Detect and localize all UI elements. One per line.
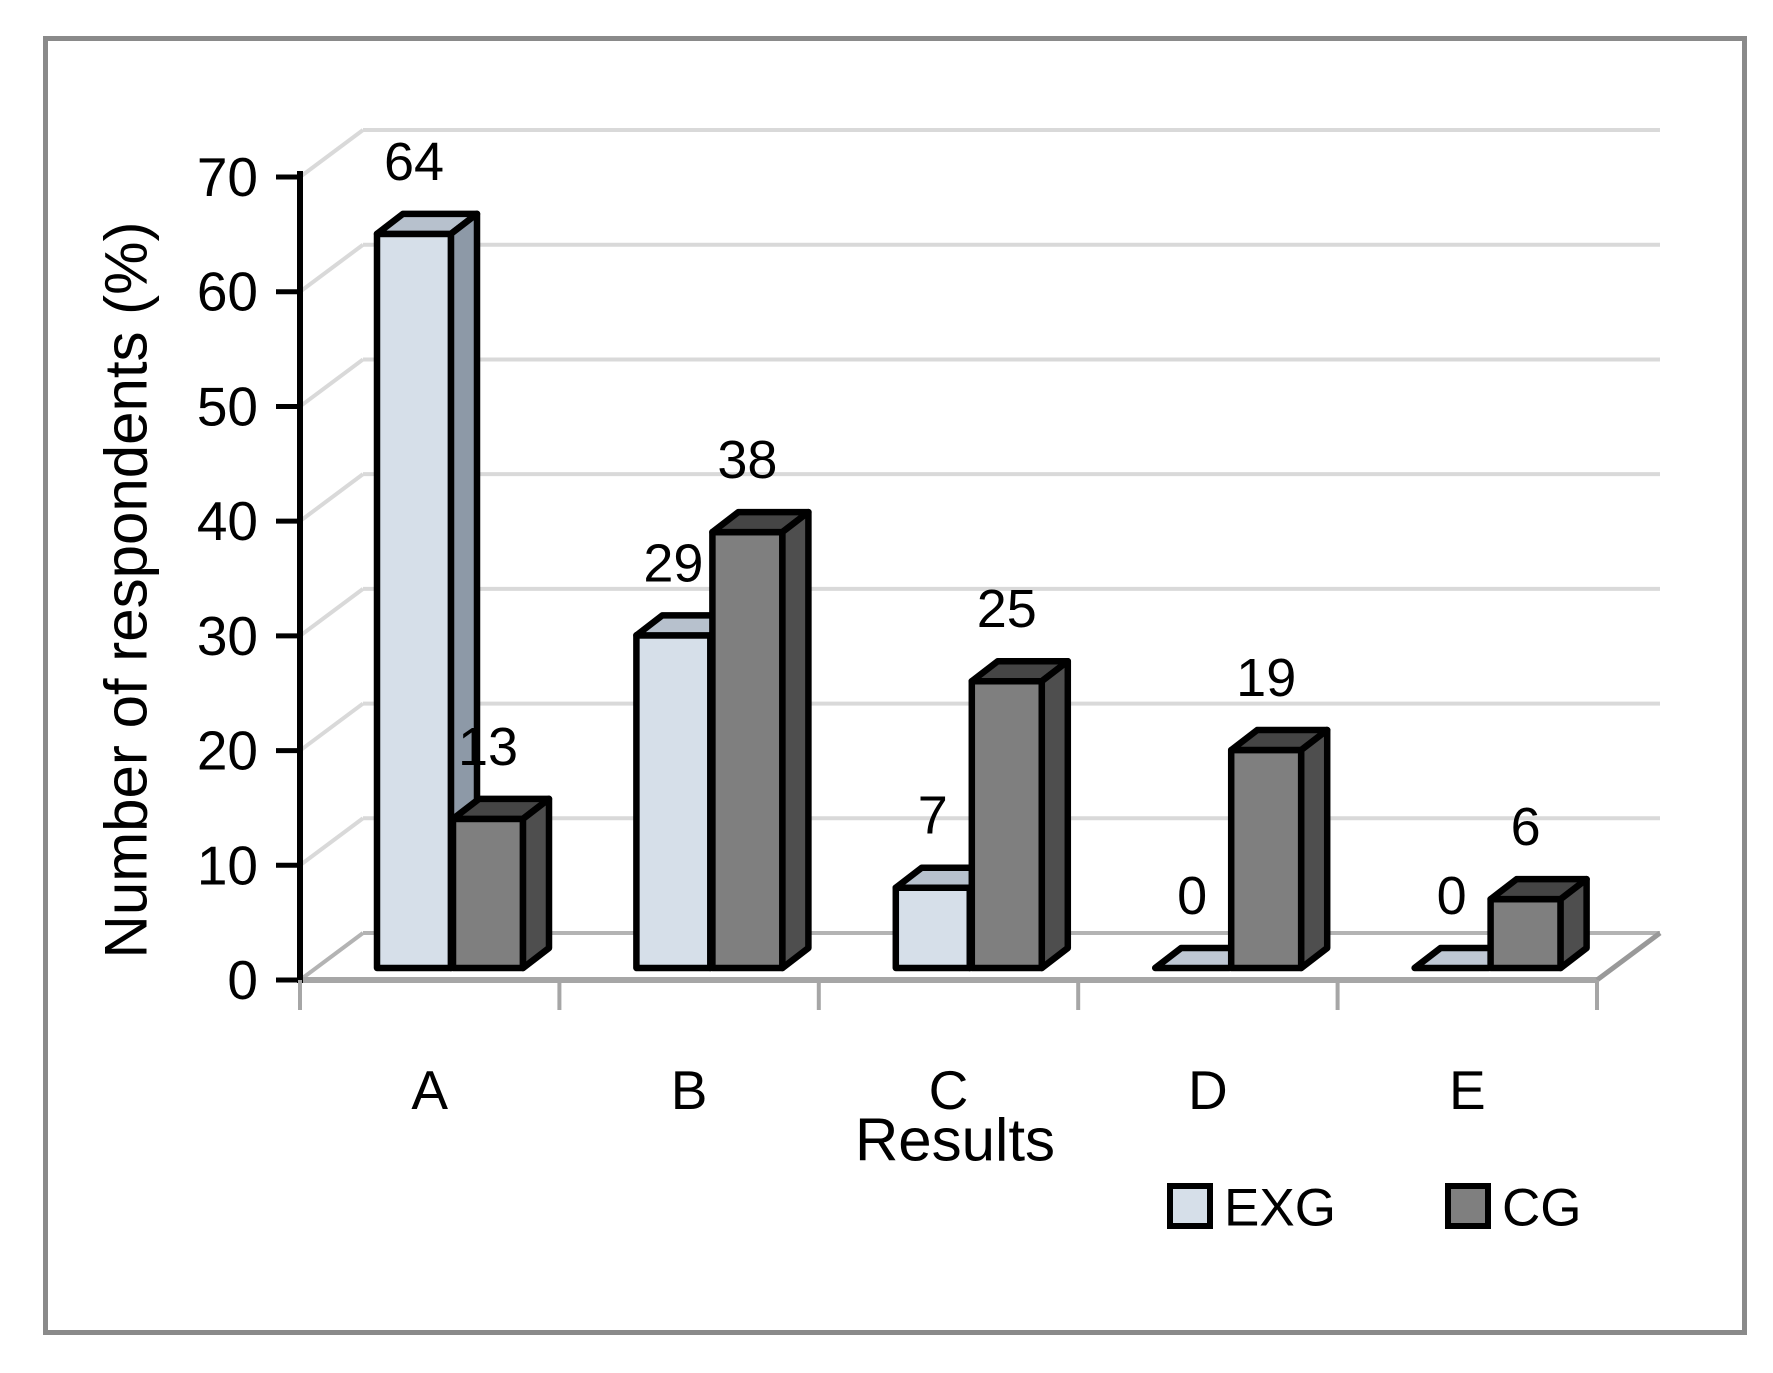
- floor-right-edge: [1595, 930, 1662, 983]
- legend-swatch-exg: [1167, 1183, 1213, 1229]
- bar-cg-c-side: [1038, 657, 1072, 972]
- y-tick-label: 60: [197, 261, 258, 323]
- bar-cg-e: [1487, 895, 1564, 972]
- bar-cg-d: [1227, 746, 1305, 972]
- gridline-diagonal: [298, 587, 365, 638]
- bar-cg-d-side: [1297, 726, 1331, 972]
- bar-cg-e-side: [1557, 875, 1590, 972]
- y-tick-label: 40: [197, 490, 258, 552]
- gridline-diagonal: [298, 931, 365, 982]
- data-label: 38: [717, 430, 777, 490]
- y-tick-label: 10: [197, 834, 258, 896]
- data-label: 19: [1236, 648, 1296, 708]
- y-tick-label: 50: [197, 375, 258, 437]
- category-label: C: [929, 1059, 969, 1121]
- bar-cg-b: [709, 528, 786, 972]
- data-label: 0: [1437, 866, 1467, 926]
- bar-exg-c: [892, 884, 974, 972]
- y-tick-label: 70: [197, 146, 258, 208]
- data-label: 7: [918, 786, 948, 846]
- category-label: A: [411, 1059, 448, 1121]
- bar-cg-a-side: [519, 795, 553, 972]
- data-label: 13: [458, 717, 518, 777]
- category-label: B: [671, 1059, 708, 1121]
- y-tick-label: 20: [197, 720, 258, 782]
- gridline-diagonal: [298, 816, 365, 867]
- gridline-diagonal: [298, 357, 365, 409]
- legend-swatch-cg: [1445, 1183, 1491, 1229]
- legend-label-exg: EXG: [1224, 1179, 1336, 1238]
- gridline-diagonal: [298, 128, 365, 179]
- y-tick-label: 30: [197, 605, 258, 667]
- category-label: E: [1449, 1059, 1486, 1121]
- bar-cg-a: [449, 815, 527, 972]
- gridline-diagonal: [298, 243, 365, 294]
- data-label: 29: [643, 533, 703, 593]
- legend-label-cg: CG: [1502, 1179, 1582, 1238]
- data-label: 6: [1511, 797, 1541, 857]
- bar-exg-b: [633, 632, 714, 972]
- bar-cg-b-side: [779, 508, 812, 972]
- gridline-diagonal: [298, 472, 365, 523]
- data-label: 25: [977, 579, 1037, 639]
- y-tick-label: 0: [227, 949, 258, 1011]
- gridline-diagonal: [298, 701, 365, 753]
- category-label: D: [1188, 1059, 1228, 1121]
- bar-cg-c: [968, 677, 1046, 972]
- figure-border: [43, 36, 1747, 1335]
- y-axis-title: Number of respondents (%): [93, 222, 160, 959]
- legend: EXG CG: [1167, 1179, 1582, 1238]
- data-label: 0: [1177, 866, 1207, 926]
- data-label: 64: [384, 132, 444, 192]
- bar-exg-a: [373, 230, 455, 972]
- x-axis-title: Results: [855, 1107, 1055, 1174]
